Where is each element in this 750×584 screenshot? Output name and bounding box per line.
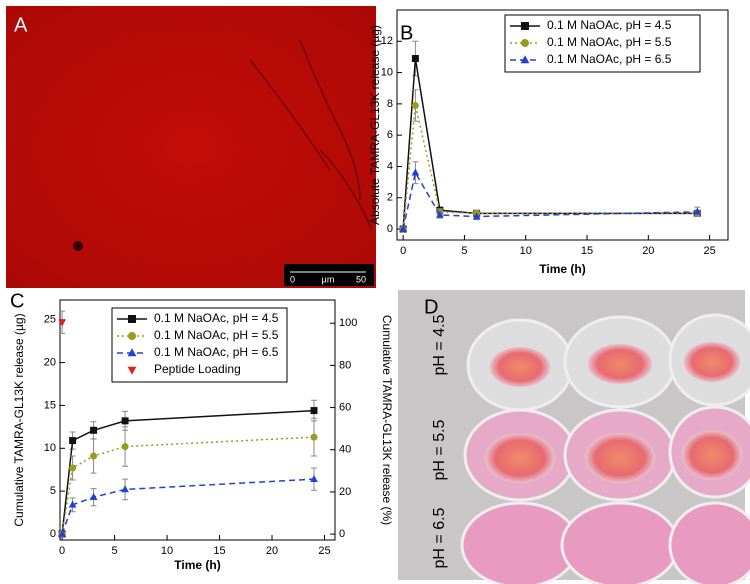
y-tick-label: 12 [381, 35, 393, 47]
marker [127, 366, 137, 375]
marker [399, 224, 407, 232]
marker [411, 101, 419, 109]
marker [310, 474, 318, 482]
y-tick-label: 0 [387, 223, 393, 235]
marker [128, 315, 136, 323]
row-label: pH = 4.5 [431, 314, 448, 375]
y-tick-label: 15 [44, 399, 56, 411]
y2-tick-label: 80 [339, 359, 351, 371]
x-axis-title: Time (h) [539, 262, 585, 276]
wells [460, 313, 750, 584]
legend-box [504, 14, 701, 73]
legend-label: 0.1 M NaOAc, pH = 6.5 [154, 345, 279, 359]
y2-tick-label: 0 [339, 528, 345, 540]
row-label: pH = 6.5 [431, 507, 448, 568]
y-tick-label: 0 [50, 528, 56, 540]
legend-label: Peptide Loading [154, 362, 241, 376]
x-tick-label: 5 [461, 245, 467, 257]
y-tick-label: 10 [381, 66, 393, 78]
x-tick-label: 20 [642, 245, 654, 257]
series-line [61, 409, 315, 535]
marker [58, 529, 66, 537]
y2-tick-label: 40 [339, 444, 351, 456]
scale-bar-box [284, 264, 374, 286]
marker [521, 39, 529, 47]
y2-tick-label: 100 [339, 317, 357, 329]
x-tick-label: 15 [581, 245, 593, 257]
y-tick-label: 20 [44, 356, 56, 368]
marker [89, 492, 98, 500]
texture [249, 39, 373, 231]
x-tick-label: 10 [161, 545, 173, 557]
marker [69, 464, 77, 472]
y-tick-label: 10 [44, 442, 56, 454]
panel-label: B [400, 22, 413, 44]
marker [411, 55, 419, 63]
panel-label: A [14, 14, 28, 36]
marker [472, 212, 481, 220]
y-tick-label: 6 [387, 129, 393, 141]
marker [436, 210, 444, 218]
y-axis-title: Cumulative TAMRA-GL13K release (µg) [12, 313, 26, 526]
marker [121, 443, 129, 451]
marker [127, 348, 137, 357]
marker [69, 437, 77, 445]
scale-end: 50 [356, 274, 366, 284]
x-axis-title: Time (h) [174, 558, 220, 572]
y2-tick-label: 20 [339, 486, 351, 498]
scale-start: 0 [290, 274, 295, 284]
marker [121, 417, 129, 425]
y-tick-label: 4 [387, 160, 393, 172]
legend-box [111, 307, 288, 383]
marker [411, 168, 420, 176]
plot-frame [59, 299, 336, 541]
scale-unit: µm [322, 274, 335, 284]
legend-label: 0.1 M NaOAc, pH = 5.5 [154, 328, 279, 342]
x-tick-label: 25 [703, 245, 715, 257]
marker [68, 500, 77, 508]
legend-label: 0.1 M NaOAc, pH = 4.5 [547, 18, 672, 32]
marker [90, 452, 98, 460]
legend-label: 0.1 M NaOAc, pH = 6.5 [547, 52, 672, 66]
spot [73, 241, 83, 251]
x-tick-label: 15 [213, 545, 225, 557]
series-line [402, 58, 698, 230]
y2-axis-title: Cumulative TAMRA-GL13K release (%) [380, 315, 394, 525]
y2-tick-label: 60 [339, 401, 351, 413]
row-label: pH = 5.5 [431, 419, 448, 480]
y-axis-title: Absolute TAMRA-GL13K release (µg) [368, 25, 382, 225]
panel-label: D [424, 296, 438, 318]
series-line [61, 436, 315, 535]
marker [520, 55, 530, 64]
panel-label: C [10, 290, 24, 312]
marker [121, 485, 129, 493]
marker [521, 22, 529, 30]
series-line [61, 478, 315, 535]
marker [693, 207, 702, 215]
y-tick-label: 8 [387, 98, 393, 110]
series-line [402, 170, 698, 230]
plot-frame [396, 9, 729, 241]
y-tick-label: 5 [50, 485, 56, 497]
x-tick-label: 5 [112, 545, 118, 557]
legend-label: 0.1 M NaOAc, pH = 5.5 [547, 35, 672, 49]
y-tick-label: 2 [387, 192, 393, 204]
marker [90, 426, 98, 434]
y-tick-label: 25 [44, 314, 56, 326]
marker [58, 319, 66, 327]
x-tick-label: 0 [59, 545, 65, 557]
marker [310, 407, 318, 415]
x-tick-label: 25 [318, 545, 330, 557]
x-tick-label: 20 [266, 545, 278, 557]
micrograph [6, 6, 376, 288]
x-tick-label: 0 [400, 245, 406, 257]
marker [310, 433, 318, 441]
marker [128, 332, 136, 340]
x-tick-label: 10 [520, 245, 532, 257]
legend-label: 0.1 M NaOAc, pH = 4.5 [154, 311, 279, 325]
